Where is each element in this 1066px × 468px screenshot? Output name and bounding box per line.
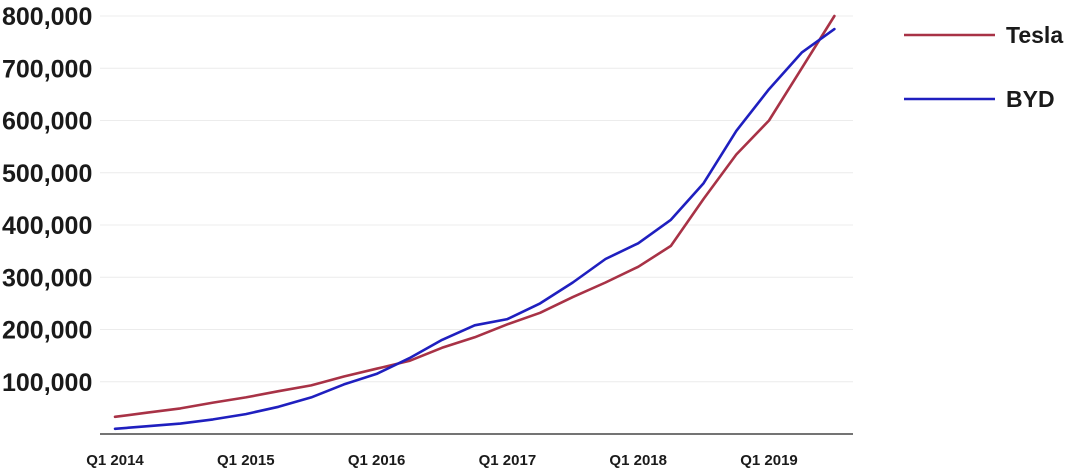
x-tick-label: Q1 2015	[217, 452, 275, 468]
y-tick-label: 200,000	[2, 317, 92, 345]
y-axis-tick-labels: 100,000 200,000 300,000 400,000 500,000 600,0…	[2, 3, 92, 397]
series-lines	[113, 14, 836, 431]
x-axis-tick-labels: Q1 2014 Q1 2015 Q1 2016 Q1 2017 Q1 2018 Q1 20…	[86, 452, 798, 468]
y-tick-label: 300,000	[2, 264, 92, 292]
legend-label-byd: BYD	[1006, 86, 1055, 112]
y-tick-label: 600,000	[2, 108, 92, 136]
legend: Tesla BYD	[904, 22, 1063, 112]
x-tick-label: Q1 2018	[609, 452, 667, 468]
x-tick-label: Q1 2017	[479, 452, 537, 468]
y-tick-label: 400,000	[2, 212, 92, 240]
y-tick-label: 100,000	[2, 369, 92, 397]
series-line-tesla	[113, 14, 836, 419]
x-tick-label: Q1 2014	[86, 452, 144, 468]
y-tick-label: 800,000	[2, 3, 92, 31]
legend-label-tesla: Tesla	[1006, 22, 1063, 48]
y-tick-label: 500,000	[2, 160, 92, 188]
y-tick-label: 700,000	[2, 55, 92, 83]
x-tick-label: Q1 2019	[740, 452, 798, 468]
series-line-byd	[113, 27, 836, 431]
x-tick-label: Q1 2016	[348, 452, 406, 468]
grid-lines	[100, 15, 853, 383]
